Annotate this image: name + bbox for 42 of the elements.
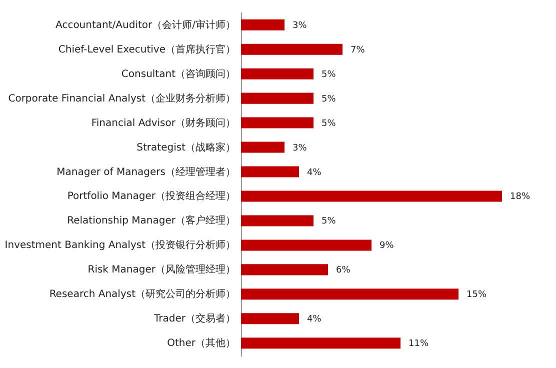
bar: [241, 166, 299, 178]
data-label: 6%: [336, 266, 351, 276]
data-label: 4%: [307, 168, 322, 178]
y-tick-label: Strategist（战略家）: [136, 141, 236, 154]
y-tick-label: Chief-Level Executive（首席执行官）: [58, 43, 236, 56]
data-label: 5%: [322, 94, 336, 104]
bar: [241, 288, 458, 300]
bar: [241, 142, 284, 153]
y-tick-label: Portfolio Manager（投资组合经理）: [67, 190, 236, 202]
data-label: 4%: [307, 314, 322, 325]
bar: [241, 117, 314, 128]
y-tick-label: Relationship Manager（客户经理）: [67, 214, 236, 227]
y-tick-label: Other（其他）: [167, 337, 236, 350]
y-tick-label: Research Analyst（研究公司的分析师）: [49, 288, 236, 300]
bar: [241, 313, 299, 324]
bar: [241, 92, 314, 104]
bar: [241, 190, 502, 202]
bar: [241, 19, 284, 30]
bar: [241, 44, 342, 55]
data-label: 3%: [292, 143, 308, 154]
y-tick-label: Investment Banking Analyst（投资银行分析师）: [4, 239, 236, 252]
data-label: 5%: [322, 118, 336, 129]
data-label: 11%: [408, 339, 429, 350]
data-label: 7%: [350, 45, 366, 56]
data-label: 5%: [322, 70, 336, 80]
data-label: 9%: [380, 241, 394, 252]
data-label: 18%: [510, 192, 530, 202]
y-tick-label: Financial Advisor（财务顾问）: [91, 116, 236, 129]
y-tick-label: Trader（交易者）: [153, 312, 236, 325]
bar: [241, 338, 400, 349]
bar: [241, 264, 328, 276]
bar: [241, 68, 314, 80]
y-tick-label: Manager of Managers（经理管理者）: [56, 166, 236, 178]
y-tick-label: Accountant/Auditor（会计师/审计师）: [56, 18, 236, 31]
y-tick-label: Corporate Financial Analyst（企业财务分析师）: [8, 92, 236, 104]
bar: [241, 240, 372, 251]
data-label: 15%: [466, 290, 487, 300]
y-tick-label: Consultant（咨询顾问）: [121, 68, 236, 80]
bar: [241, 215, 314, 226]
data-label: 5%: [322, 216, 336, 227]
data-label: 3%: [292, 20, 308, 31]
y-tick-label: Risk Manager（风险管理经理）: [88, 264, 236, 276]
